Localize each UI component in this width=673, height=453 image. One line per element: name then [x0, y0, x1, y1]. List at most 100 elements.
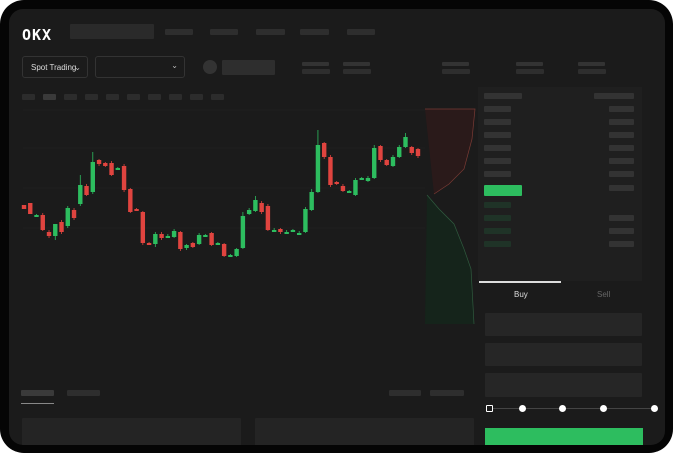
- tab-order-history[interactable]: [67, 390, 100, 396]
- timeframe-button[interactable]: [127, 94, 140, 100]
- okx-logo: OKX: [22, 26, 53, 44]
- nav-item[interactable]: [165, 29, 193, 35]
- candle-down: [40, 215, 45, 230]
- stat-label: [516, 62, 543, 66]
- order-card: [255, 418, 474, 445]
- amount-input[interactable]: [485, 343, 642, 366]
- candle-up: [303, 209, 308, 232]
- candle-down: [278, 229, 283, 232]
- candle-down: [71, 210, 77, 218]
- tab-open-orders[interactable]: [21, 390, 54, 396]
- candle-up: [234, 249, 239, 256]
- candle-down: [59, 222, 64, 232]
- ask-size: [609, 145, 634, 151]
- timeframe-button[interactable]: [106, 94, 119, 100]
- slider-step[interactable]: [600, 405, 607, 412]
- candle-down: [96, 160, 102, 164]
- slider-step[interactable]: [519, 405, 526, 412]
- candle-up: [78, 185, 83, 204]
- timeframe-button[interactable]: [190, 94, 203, 100]
- ask-size: [609, 119, 634, 125]
- candle-down: [146, 243, 152, 245]
- candle-up: [315, 145, 321, 192]
- timeframe-button[interactable]: [22, 94, 35, 100]
- candle-up: [65, 208, 70, 226]
- coin-icon: [203, 60, 217, 74]
- stat-label: [578, 62, 605, 66]
- search-placeholder[interactable]: [70, 24, 154, 39]
- candle-up: [397, 147, 402, 157]
- timeframe-button[interactable]: [43, 94, 56, 100]
- order-card: [22, 418, 241, 445]
- stat-label: [343, 62, 370, 66]
- tab-sell[interactable]: Sell: [597, 290, 611, 299]
- nav-item[interactable]: [300, 29, 329, 35]
- candle-up: [365, 178, 371, 181]
- ask-price: [484, 145, 511, 151]
- timeframe-button[interactable]: [211, 94, 224, 100]
- bid-price: [484, 228, 511, 234]
- candle-down: [46, 232, 52, 236]
- candle-up: [353, 180, 358, 195]
- timeframe-button[interactable]: [148, 94, 161, 100]
- active-tab-indicator: [21, 403, 54, 404]
- bid-price: [484, 215, 511, 221]
- candle-up: [403, 137, 408, 147]
- orderbook-header: [484, 93, 522, 99]
- ask-size: [609, 106, 634, 112]
- tab-buy[interactable]: Buy: [514, 290, 528, 299]
- timeframe-button[interactable]: [169, 94, 182, 100]
- buy-button[interactable]: [485, 428, 643, 445]
- pair-dropdown[interactable]: ⌄: [95, 56, 185, 78]
- stat-value: [578, 69, 606, 74]
- bid-size: [609, 228, 634, 234]
- candle-down: [384, 160, 389, 165]
- candle-down: [109, 163, 114, 175]
- candle-down: [28, 203, 33, 214]
- ask-price: [484, 158, 511, 164]
- nav-item[interactable]: [210, 29, 238, 35]
- nav-item[interactable]: [256, 29, 285, 35]
- depth-chart: [425, 108, 476, 325]
- timeframe-button[interactable]: [85, 94, 98, 100]
- candlestick-chart[interactable]: [9, 9, 479, 309]
- filter-control[interactable]: [430, 390, 464, 396]
- candle-up: [246, 210, 252, 214]
- ask-price: [484, 106, 511, 112]
- candle-down: [321, 143, 327, 157]
- market-type-dropdown[interactable]: Spot Trading ⌄: [22, 56, 88, 78]
- candle-down: [378, 146, 383, 160]
- candle-up: [196, 235, 202, 244]
- candle-up: [115, 168, 121, 170]
- candle-up: [347, 191, 352, 193]
- ask-size: [609, 132, 634, 138]
- candle-down: [128, 189, 133, 212]
- stat-value: [442, 69, 470, 74]
- slider-step[interactable]: [559, 405, 566, 412]
- candle-down: [259, 203, 264, 212]
- candle-up: [90, 162, 95, 192]
- candle-up: [215, 243, 221, 245]
- trading-screen: OKX Spot Trading ⌄ ⌄ Buy Sell: [9, 9, 665, 445]
- market-type-label: Spot Trading: [31, 62, 77, 72]
- stat-value: [516, 69, 544, 74]
- candle-down: [415, 149, 421, 156]
- active-tab-indicator: [479, 281, 561, 283]
- total-input[interactable]: [485, 373, 642, 397]
- candle-down: [140, 212, 146, 243]
- timeframe-button[interactable]: [64, 94, 77, 100]
- filter-control[interactable]: [389, 390, 421, 396]
- slider-step[interactable]: [651, 405, 658, 412]
- slider-handle[interactable]: [486, 405, 493, 412]
- pair-price: [222, 60, 275, 75]
- price-input[interactable]: [485, 313, 642, 336]
- candle-up: [253, 200, 258, 211]
- amount-slider[interactable]: [489, 408, 655, 409]
- candle-up: [372, 148, 377, 178]
- chevron-down-icon: ⌄: [74, 63, 81, 72]
- nav-item[interactable]: [347, 29, 375, 35]
- candle-down: [409, 147, 414, 153]
- candle-down: [159, 234, 164, 238]
- bid-size: [609, 215, 634, 221]
